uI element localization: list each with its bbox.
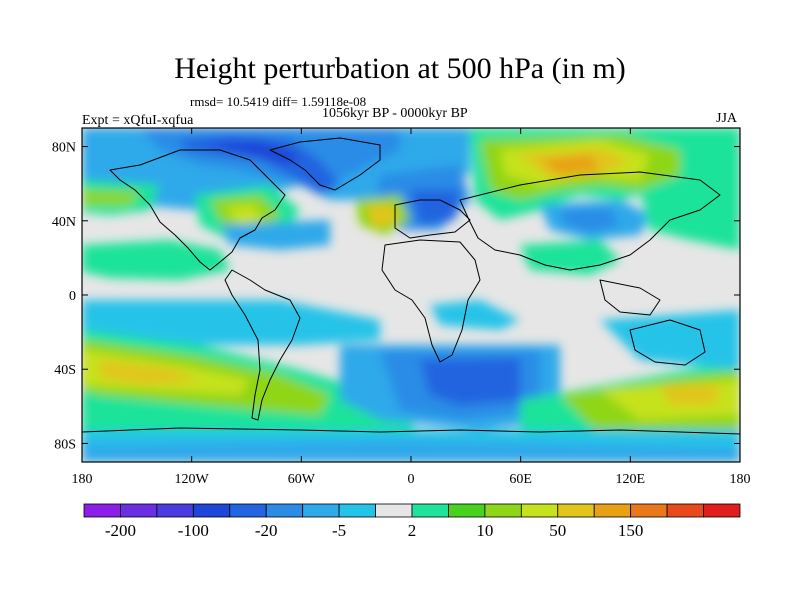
x-tick-label: 120W xyxy=(175,472,210,487)
y-tick-label: 0 xyxy=(69,289,76,304)
contour-field xyxy=(82,128,740,462)
colorbar-box xyxy=(156,503,194,518)
colorbar-box xyxy=(557,503,595,518)
colorbar-box xyxy=(593,503,632,518)
y-tick-label: 40S xyxy=(54,363,76,378)
colorbar-box xyxy=(229,503,267,518)
colorbar-box xyxy=(520,503,559,518)
colorbar-box xyxy=(411,503,449,518)
x-axis-ticks: 180 120W 60W 0 60E 120E 180 xyxy=(72,128,751,487)
y-tick-label: 80S xyxy=(54,437,76,452)
maritime-continent-coast xyxy=(599,279,661,316)
colorbar xyxy=(83,503,741,518)
season-label: JJA xyxy=(716,111,738,126)
africa-coast xyxy=(381,239,481,363)
experiment-label: Expt = xQfuI-xqfua xyxy=(82,113,194,128)
y-axis-ticks: 80N 40N 0 40S 80S xyxy=(52,141,740,452)
colorbar-box xyxy=(192,503,231,518)
south-america-coast xyxy=(224,269,301,421)
europe-coast xyxy=(394,199,471,239)
asia-coast xyxy=(459,171,721,271)
colorbar-label: 2 xyxy=(408,521,417,540)
colorbar-box xyxy=(302,503,340,518)
x-tick-label: 0 xyxy=(408,472,415,487)
period-label: 1056kyr BP - 0000kyr BP xyxy=(322,106,468,121)
x-tick-label: 120E xyxy=(616,472,646,487)
colorbar-box xyxy=(448,503,486,518)
colorbar-box xyxy=(630,503,668,518)
colorbar-box xyxy=(666,503,704,518)
greenland-coast xyxy=(269,137,381,191)
coastlines xyxy=(82,137,740,435)
colorbar-box xyxy=(83,503,121,518)
colorbar-label: -100 xyxy=(178,521,209,540)
x-tick-label: 180 xyxy=(72,472,93,487)
y-tick-label: 80N xyxy=(52,141,76,156)
colorbar-labels: -200 -100 -20 -5 2 10 50 150 xyxy=(105,521,644,540)
australia-coast xyxy=(629,319,706,366)
antarctica-coast xyxy=(82,427,740,435)
x-tick-label: 60W xyxy=(288,472,316,487)
north-america-coast xyxy=(109,149,286,271)
colorbar-label: 10 xyxy=(476,521,493,540)
colorbar-box xyxy=(484,503,522,518)
colorbar-label: 150 xyxy=(618,521,644,540)
stats-line: rmsd= 10.5419 diff= 1.59118e-08 xyxy=(190,94,367,109)
x-tick-label: 60E xyxy=(509,472,532,487)
colorbar-label: 50 xyxy=(549,521,566,540)
colorbar-box xyxy=(265,503,304,518)
x-tick-label: 180 xyxy=(730,472,751,487)
plot-title: Height perturbation at 500 hPa (in m) xyxy=(174,52,626,85)
colorbar-box xyxy=(703,503,741,518)
colorbar-box xyxy=(375,503,413,518)
colorbar-box xyxy=(120,503,158,518)
field-shading xyxy=(82,128,740,462)
y-tick-label: 40N xyxy=(52,215,76,230)
colorbar-label: -5 xyxy=(332,521,346,540)
colorbar-label: -200 xyxy=(105,521,136,540)
colorbar-label: -20 xyxy=(255,521,278,540)
colorbar-box xyxy=(338,503,376,518)
